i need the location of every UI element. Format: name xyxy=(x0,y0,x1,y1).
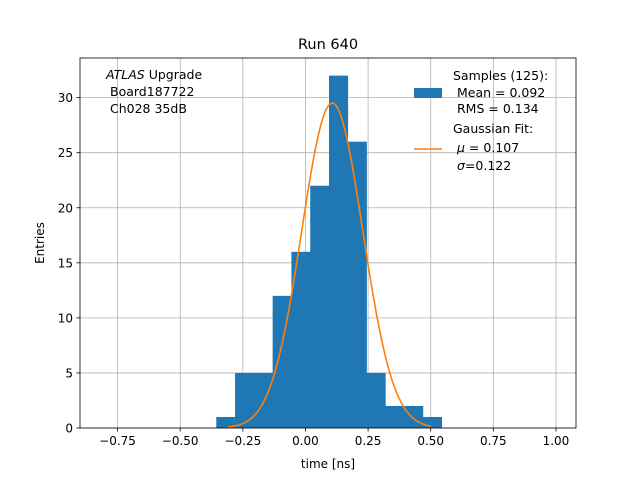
gaussian-fit xyxy=(227,102,431,428)
x-tick-label: 0.50 xyxy=(417,434,444,448)
y-tick-label: 25 xyxy=(58,146,73,160)
histogram-bar xyxy=(385,405,405,428)
legend-sigma-value: =0.122 xyxy=(465,158,511,173)
y-axis-ticks: 0 5 10 15 20 25 30 xyxy=(58,91,80,436)
y-tick-label: 30 xyxy=(58,91,73,105)
x-tick-label: −0.25 xyxy=(224,434,261,448)
legend-fit-title: Gaussian Fit: xyxy=(453,121,533,136)
legend-sigma-symbol: σ xyxy=(457,158,466,173)
annotation-line-1: ATLAS Upgrade xyxy=(105,67,202,82)
histogram-bar xyxy=(422,416,443,428)
x-tick-label: 0.25 xyxy=(355,434,382,448)
annotation-upgrade: Upgrade xyxy=(145,67,203,82)
histogram-bar xyxy=(253,372,273,428)
annotation-line-3: Ch028 35dB xyxy=(110,101,187,116)
legend-samples-rms: RMS = 0.134 xyxy=(457,101,539,116)
legend-fit-mu: μ = 0.107 xyxy=(456,140,519,155)
legend-samples-mean: Mean = 0.092 xyxy=(457,85,545,100)
atlas-annotation: ATLAS Upgrade Board187722 Ch028 35dB xyxy=(105,67,202,116)
histogram-bar xyxy=(310,185,330,428)
chart-title: Run 640 xyxy=(298,37,358,53)
y-tick-label: 15 xyxy=(58,256,73,270)
histogram-bar xyxy=(272,295,292,428)
histogram-bar xyxy=(366,372,386,428)
histogram-bar xyxy=(347,141,367,428)
histogram-bar xyxy=(329,75,349,428)
histogram-bar xyxy=(404,405,424,428)
legend-samples-title: Samples (125): xyxy=(453,68,548,83)
y-tick-label: 20 xyxy=(58,201,73,215)
y-axis-label: Entries xyxy=(33,222,47,264)
x-axis-ticks: −0.75 −0.50 −0.25 0.00 0.25 0.50 0.75 1.00 xyxy=(99,428,569,448)
histogram-bars xyxy=(216,75,443,428)
x-tick-label: 1.00 xyxy=(543,434,570,448)
legend-samples-swatch xyxy=(414,88,442,98)
legend-mu-value: = 0.107 xyxy=(465,140,519,155)
histogram-bar xyxy=(235,372,255,428)
legend-mu-symbol: μ xyxy=(456,140,465,155)
annotation-line-2: Board187722 xyxy=(110,84,194,99)
y-tick-label: 0 xyxy=(65,422,73,436)
histogram-bar xyxy=(291,251,311,428)
x-tick-label: −0.50 xyxy=(162,434,199,448)
legend-fit-sigma: σ=0.122 xyxy=(457,158,511,173)
annotation-atlas-italic: ATLAS xyxy=(105,67,145,82)
histogram-bar xyxy=(216,416,236,428)
y-tick-label: 10 xyxy=(58,311,73,325)
legend: Samples (125): Mean = 0.092 RMS = 0.134 … xyxy=(414,68,548,173)
x-tick-label: 0.00 xyxy=(292,434,319,448)
x-axis-label: time [ns] xyxy=(301,457,355,471)
x-tick-label: 0.75 xyxy=(480,434,507,448)
x-tick-label: −0.75 xyxy=(99,434,136,448)
plot-frame xyxy=(79,57,577,429)
gaussian-fit-curve xyxy=(227,102,431,428)
y-tick-label: 5 xyxy=(65,366,73,380)
